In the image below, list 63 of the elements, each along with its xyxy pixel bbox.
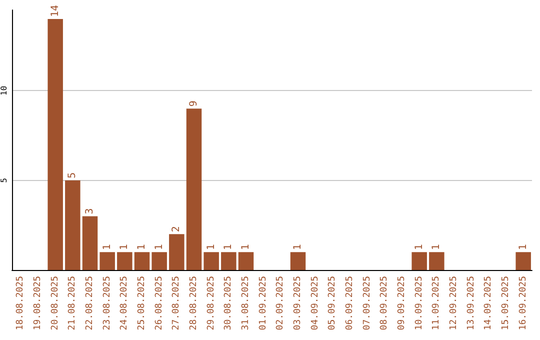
data-label: 1 [431,244,442,250]
data-label: 1 [518,244,529,250]
data-label: 1 [206,244,217,250]
x-tick-label: 29.08.2025 [206,276,216,330]
data-label: 1 [240,244,252,250]
bar [290,252,306,270]
x-tick-label: 18.08.2025 [16,276,26,330]
x-tick-label: 01.09.2025 [258,276,268,330]
bar [204,252,219,270]
x-tick-label: 30.08.2025 [224,276,234,330]
x-tick-label: 12.09.2025 [449,276,459,330]
bar [186,108,202,270]
x-tick-label: 16.09.2025 [518,276,528,330]
data-label: 1 [223,244,234,250]
x-tick-label: 03.09.2025 [293,276,303,330]
bar [429,252,444,270]
bar [169,234,184,270]
data-label: 9 [188,100,200,107]
bar [238,252,254,270]
x-tick-label: 25.08.2025 [137,276,147,330]
bar [100,252,115,270]
x-tick-label: 20.08.2025 [50,276,60,330]
data-label: 1 [154,244,165,250]
data-label: 1 [136,244,148,250]
data-label: 2 [171,226,182,232]
y-tick-label: 10 [0,86,8,96]
data-label: 1 [119,244,130,250]
bar [516,252,531,270]
data-label: 14 [50,4,61,17]
x-tick-label: 08.09.2025 [380,276,390,330]
x-tick-label: 31.08.2025 [241,276,251,330]
bar [152,252,167,270]
x-tick-label: 09.09.2025 [397,276,407,330]
data-label: 1 [414,244,425,250]
x-tick-label: 23.08.2025 [102,276,112,330]
bar [65,180,80,270]
bar [117,252,132,270]
x-tick-label: 13.09.2025 [466,276,476,330]
x-tick-label: 24.08.2025 [120,276,130,330]
bar [48,18,63,270]
data-label: 1 [102,244,113,250]
x-tick-label: 26.08.2025 [154,276,164,330]
x-tick-label: 22.08.2025 [85,276,95,330]
x-tick-label: 04.09.2025 [310,276,320,330]
x-tick-label: 21.08.2025 [68,276,78,330]
x-tick-label: 14.09.2025 [484,276,494,330]
x-tick-label: 02.09.2025 [276,276,286,330]
data-label: 3 [84,208,96,214]
x-tick-label: 10.09.2025 [414,276,424,330]
x-tick-label: 15.09.2025 [501,276,511,330]
bar [412,252,427,270]
x-tick-label: 27.08.2025 [172,276,182,330]
data-label: 5 [67,172,78,178]
bar [221,252,236,270]
x-tick-label: 19.08.2025 [33,276,43,330]
x-tick-label: 11.09.2025 [432,276,442,330]
bar [134,252,150,270]
data-label: 1 [292,244,304,250]
x-tick-label: 05.09.2025 [328,276,338,330]
x-tick-label: 06.09.2025 [345,276,355,330]
x-tick-label: 28.08.2025 [189,276,199,330]
bar [82,216,98,270]
x-tick-label: 07.09.2025 [362,276,372,330]
